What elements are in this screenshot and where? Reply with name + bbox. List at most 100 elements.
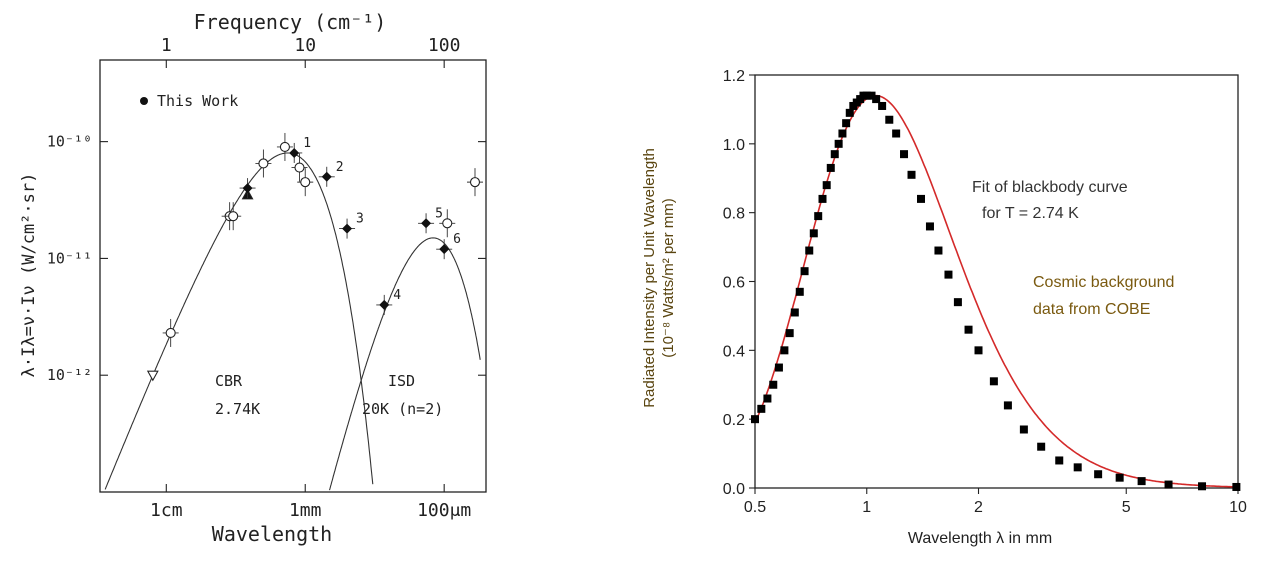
cobe-data-point xyxy=(826,163,835,172)
y-tick-label: 0.0 xyxy=(723,481,745,498)
y-tick-label: 10⁻¹² xyxy=(47,366,92,384)
left-plot-frame xyxy=(99,59,487,493)
cobe-data-point xyxy=(751,415,759,424)
x-tick-label: 2 xyxy=(974,499,983,516)
cobe-data-point xyxy=(1164,480,1173,489)
cobe-data-point xyxy=(769,380,778,389)
cobe-data-point xyxy=(1003,401,1012,410)
cobe-data-point xyxy=(1094,470,1103,479)
cbr-label-line1: CBR xyxy=(215,372,243,390)
y-tick-label: 0.4 xyxy=(723,343,745,360)
x-tick-label: 0.5 xyxy=(744,499,766,516)
right-x-axis-label: Wavelength λ in mm xyxy=(908,530,1052,547)
left-y-ticks: 10⁻¹⁰ 10⁻¹¹ 10⁻¹² xyxy=(47,133,486,384)
cobe-data-point xyxy=(757,404,766,413)
isd-label-line2: 20K (n=2) xyxy=(362,400,443,418)
cobe-data-point xyxy=(800,267,809,276)
point-number-label: 4 xyxy=(393,288,401,303)
cobe-data-point xyxy=(1037,442,1046,451)
other-data-points xyxy=(146,132,483,382)
x-tick-label: 5 xyxy=(1122,499,1131,516)
left-y-axis-label: λ·Iλ=ν·Iν (W/cm²·sr) xyxy=(19,173,39,378)
cobe-data-point xyxy=(795,287,804,296)
open-triangle-point xyxy=(146,370,159,382)
x-tick-label: 1mm xyxy=(289,500,322,521)
open-circle-point xyxy=(279,141,290,153)
cobe-data-point xyxy=(892,129,901,138)
this-work-points: 1 2 3 4 56 xyxy=(239,136,461,315)
fit-annotation-line2: for T = 2.74 K xyxy=(982,205,1079,222)
right-y-axis-label-line2: (10⁻⁸ Watts/m² per mm) xyxy=(660,198,677,358)
cobe-data-point xyxy=(780,346,789,355)
right-chart: Wavelength λ in mm Radiated Intensity pe… xyxy=(641,68,1247,547)
this-work-point xyxy=(321,171,332,182)
top-tick-label: 10 xyxy=(294,35,316,56)
cobe-data-point xyxy=(872,95,881,104)
cobe-data-point xyxy=(1055,456,1064,465)
cobe-data-points xyxy=(751,91,1241,491)
legend-label: This Work xyxy=(157,92,238,110)
this-work-point xyxy=(439,244,450,255)
cobe-data-point xyxy=(1137,477,1146,486)
cobe-data-point xyxy=(867,91,876,100)
cobe-data-point xyxy=(809,229,818,238)
fit-annotation-line1: Fit of blackbody curve xyxy=(972,179,1128,196)
cobe-data-point xyxy=(944,270,953,279)
cobe-data-point xyxy=(845,108,854,117)
open-circle-point xyxy=(442,218,453,229)
cobe-data-point xyxy=(900,150,909,159)
left-legend: This Work xyxy=(140,92,238,110)
cobe-data-point xyxy=(838,129,847,138)
cobe-annotation-line1: Cosmic background xyxy=(1033,274,1174,291)
this-work-point xyxy=(242,183,253,194)
cobe-data-point xyxy=(814,212,823,221)
y-tick-label: 10⁻¹⁰ xyxy=(47,133,92,151)
cobe-data-point xyxy=(974,346,983,355)
open-circle-point xyxy=(294,162,305,173)
open-circle-point xyxy=(469,177,481,188)
isd-curve xyxy=(328,237,481,491)
cobe-data-point xyxy=(818,194,827,203)
open-circle-point xyxy=(228,211,239,222)
left-chart: Frequency (cm⁻¹) Wavelength λ·Iλ=ν·Iν (W… xyxy=(19,10,487,546)
open-circle-point xyxy=(300,177,311,188)
cobe-data-point xyxy=(964,325,973,334)
cobe-data-point xyxy=(907,170,916,179)
right-y-ticks: 0.0 0.2 0.4 0.6 0.8 1.0 1.2 xyxy=(723,68,755,498)
this-work-point xyxy=(342,223,353,234)
open-circle-point xyxy=(165,327,176,339)
cobe-data-point xyxy=(925,222,934,231)
cobe-data-point xyxy=(1115,473,1124,482)
left-x-axis-label: Wavelength xyxy=(212,522,332,546)
cobe-data-point xyxy=(862,91,871,100)
cobe-data-point xyxy=(774,363,783,372)
cobe-data-point xyxy=(1019,425,1028,434)
cobe-data-point xyxy=(1198,482,1207,491)
x-tick-label: 1cm xyxy=(150,500,183,521)
x-tick-label: 1 xyxy=(862,499,871,516)
cobe-data-point xyxy=(834,139,843,148)
cobe-data-point xyxy=(878,101,887,110)
point-number-label: 3 xyxy=(356,212,364,227)
top-tick-label: 100 xyxy=(428,35,461,56)
cobe-data-point xyxy=(953,298,962,307)
y-tick-label: 1.0 xyxy=(723,137,745,154)
cobe-data-point xyxy=(1073,463,1082,472)
cobe-data-point xyxy=(917,194,926,203)
cobe-data-point xyxy=(885,115,894,124)
cobe-data-point xyxy=(763,394,772,403)
this-work-point xyxy=(379,299,390,310)
x-tick-label: 10 xyxy=(1229,499,1247,516)
cobe-data-point xyxy=(822,181,831,190)
top-axis-label: Frequency (cm⁻¹) xyxy=(194,10,387,34)
cobe-data-point xyxy=(1232,482,1241,491)
cbr-curve xyxy=(104,152,374,490)
cobe-annotation-line2: data from COBE xyxy=(1033,301,1150,318)
legend-marker xyxy=(140,97,148,105)
cbr-label-line2: 2.74K xyxy=(215,400,260,418)
cobe-data-point xyxy=(842,119,851,128)
this-work-point xyxy=(289,147,300,158)
y-tick-label: 0.2 xyxy=(723,412,745,429)
x-tick-label: 100μm xyxy=(417,500,471,521)
